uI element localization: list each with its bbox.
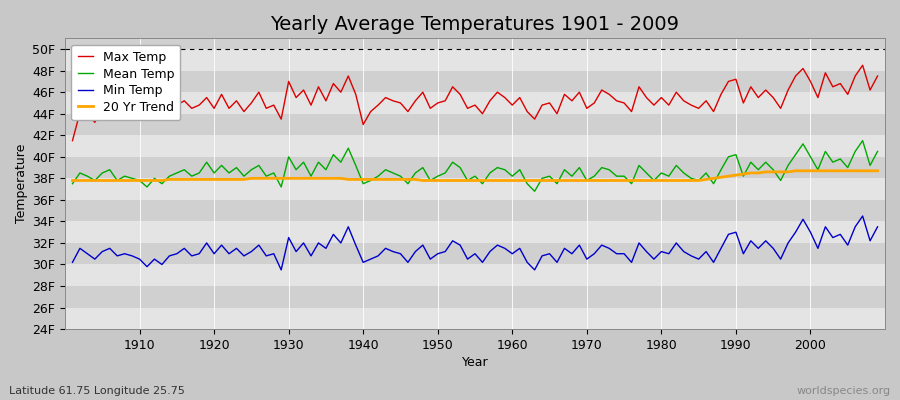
20 Yr Trend	[872, 168, 883, 173]
20 Yr Trend	[68, 178, 78, 183]
Bar	[65, 200, 885, 222]
Bar	[65, 71, 885, 92]
Bar	[65, 222, 885, 243]
Min Temp	[507, 251, 517, 256]
Min Temp	[872, 224, 883, 229]
X-axis label: Year: Year	[462, 356, 489, 369]
Max Temp	[597, 88, 608, 92]
Bar	[65, 49, 885, 71]
Mean Temp	[604, 167, 615, 172]
Min Temp	[857, 214, 868, 218]
Bar	[65, 157, 885, 178]
Bar	[65, 92, 885, 114]
Text: worldspecies.org: worldspecies.org	[796, 386, 891, 396]
Mean Temp	[872, 149, 883, 154]
Max Temp	[872, 74, 883, 78]
Min Temp	[514, 246, 525, 251]
Line: 20 Yr Trend: 20 Yr Trend	[73, 171, 878, 180]
Title: Yearly Average Temperatures 1901 - 2009: Yearly Average Temperatures 1901 - 2009	[271, 15, 680, 34]
20 Yr Trend	[291, 176, 302, 181]
Min Temp	[127, 254, 138, 258]
Bar	[65, 114, 885, 135]
Mean Temp	[500, 167, 510, 172]
Line: Min Temp: Min Temp	[73, 216, 878, 270]
Bar	[65, 264, 885, 286]
Mean Temp	[336, 160, 346, 164]
20 Yr Trend	[127, 178, 138, 183]
Max Temp	[507, 103, 517, 108]
Bar	[65, 135, 885, 157]
Max Temp	[291, 95, 302, 100]
Min Temp	[604, 246, 615, 251]
Bar	[65, 243, 885, 264]
Bar	[65, 286, 885, 308]
Line: Max Temp: Max Temp	[73, 65, 878, 141]
Mean Temp	[291, 167, 302, 172]
Mean Temp	[507, 174, 517, 178]
Mean Temp	[127, 176, 138, 181]
Min Temp	[298, 240, 309, 245]
20 Yr Trend	[500, 178, 510, 183]
Y-axis label: Temperature: Temperature	[15, 144, 28, 224]
Min Temp	[343, 224, 354, 229]
Min Temp	[68, 260, 78, 265]
Mean Temp	[857, 138, 868, 143]
20 Yr Trend	[336, 176, 346, 181]
Text: Latitude 61.75 Longitude 25.75: Latitude 61.75 Longitude 25.75	[9, 386, 184, 396]
20 Yr Trend	[790, 168, 801, 173]
Bar	[65, 308, 885, 329]
Max Temp	[500, 95, 510, 100]
Max Temp	[127, 114, 138, 118]
Max Temp	[857, 63, 868, 68]
Max Temp	[336, 90, 346, 94]
Bar	[65, 178, 885, 200]
20 Yr Trend	[597, 178, 608, 183]
20 Yr Trend	[507, 178, 517, 183]
Line: Mean Temp: Mean Temp	[73, 141, 878, 191]
Legend: Max Temp, Mean Temp, Min Temp, 20 Yr Trend: Max Temp, Mean Temp, Min Temp, 20 Yr Tre…	[71, 44, 180, 120]
Min Temp	[275, 268, 286, 272]
Mean Temp	[529, 189, 540, 194]
Mean Temp	[68, 181, 78, 186]
Max Temp	[68, 138, 78, 143]
Bar	[65, 38, 885, 49]
